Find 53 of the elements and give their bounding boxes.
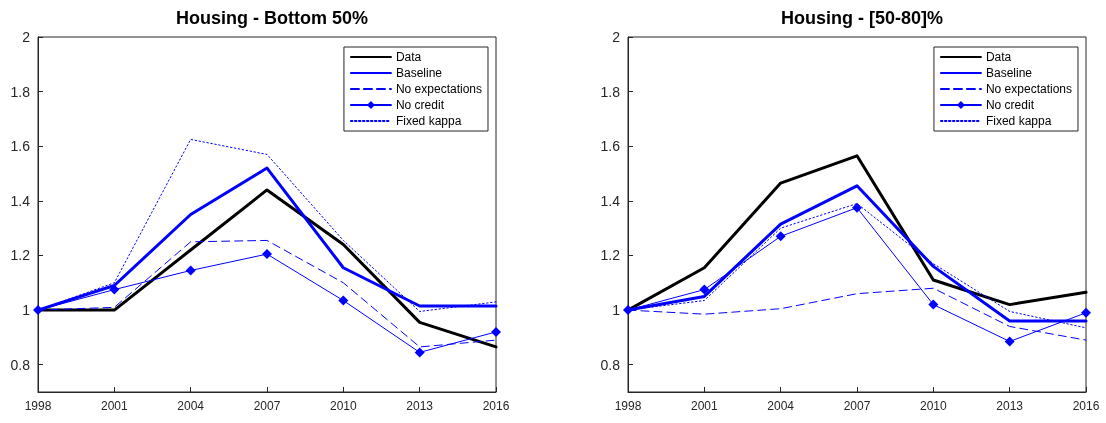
legend-label: Fixed kappa bbox=[985, 114, 1052, 128]
x-tick-label: 2004 bbox=[177, 399, 205, 413]
x-tick-label: 2016 bbox=[482, 399, 510, 413]
y-tick-label: 0.8 bbox=[10, 356, 31, 373]
chart-title: Housing - Bottom 50% bbox=[176, 8, 368, 28]
legend-label: Data bbox=[985, 50, 1012, 64]
x-tick-label: 2013 bbox=[406, 399, 434, 413]
x-tick-label: 2010 bbox=[329, 399, 357, 413]
x-tick-label: 2007 bbox=[253, 399, 281, 413]
point bbox=[928, 299, 939, 310]
x-tick-label: 1998 bbox=[24, 399, 52, 413]
point bbox=[1081, 307, 1091, 318]
x-tick-label: 2004 bbox=[767, 399, 795, 413]
y-tick-label: 1.4 bbox=[600, 192, 621, 209]
x-tick-label: 2013 bbox=[996, 399, 1024, 413]
point bbox=[262, 249, 272, 260]
legend-label: Baseline bbox=[395, 66, 443, 80]
y-tick-label: 2 bbox=[22, 29, 31, 45]
point bbox=[623, 305, 633, 316]
point bbox=[33, 305, 43, 316]
y-tick-label: 1.8 bbox=[600, 83, 621, 100]
point bbox=[1004, 336, 1015, 347]
x-tick-label: 1998 bbox=[614, 399, 642, 413]
y-tick-label: 1 bbox=[612, 302, 621, 319]
legend-label: No expectations bbox=[985, 82, 1073, 96]
point bbox=[185, 265, 196, 276]
y-tick-label: 1.2 bbox=[600, 247, 621, 264]
point bbox=[414, 347, 425, 358]
x-tick-label: 2007 bbox=[843, 399, 871, 413]
y-tick-label: 1.6 bbox=[600, 138, 621, 155]
point bbox=[338, 295, 349, 306]
point bbox=[852, 202, 862, 213]
legend-label: Data bbox=[395, 50, 422, 64]
point bbox=[491, 326, 501, 337]
y-tick-label: 2 bbox=[612, 29, 621, 45]
y-tick-label: 1.8 bbox=[10, 83, 31, 100]
x-tick-label: 2016 bbox=[1072, 399, 1100, 413]
x-tick-label: 2010 bbox=[919, 399, 947, 413]
legend-label: Baseline bbox=[985, 66, 1033, 80]
chart-title: Housing - [50-80]% bbox=[780, 8, 944, 28]
y-tick-label: 1.2 bbox=[10, 247, 31, 264]
legend-label: No credit bbox=[985, 98, 1035, 112]
legend-label: No expectations bbox=[395, 82, 483, 96]
point bbox=[775, 231, 786, 242]
point bbox=[699, 284, 710, 295]
y-tick-label: 0.8 bbox=[600, 356, 621, 373]
y-tick-label: 1.6 bbox=[10, 138, 31, 155]
legend-label: No credit bbox=[395, 98, 445, 112]
x-tick-label: 2001 bbox=[100, 399, 128, 413]
x-tick-label: 2001 bbox=[690, 399, 718, 413]
y-tick-label: 1 bbox=[22, 302, 31, 319]
legend-label: Fixed kappa bbox=[395, 114, 462, 128]
y-tick-label: 1.4 bbox=[10, 192, 31, 209]
